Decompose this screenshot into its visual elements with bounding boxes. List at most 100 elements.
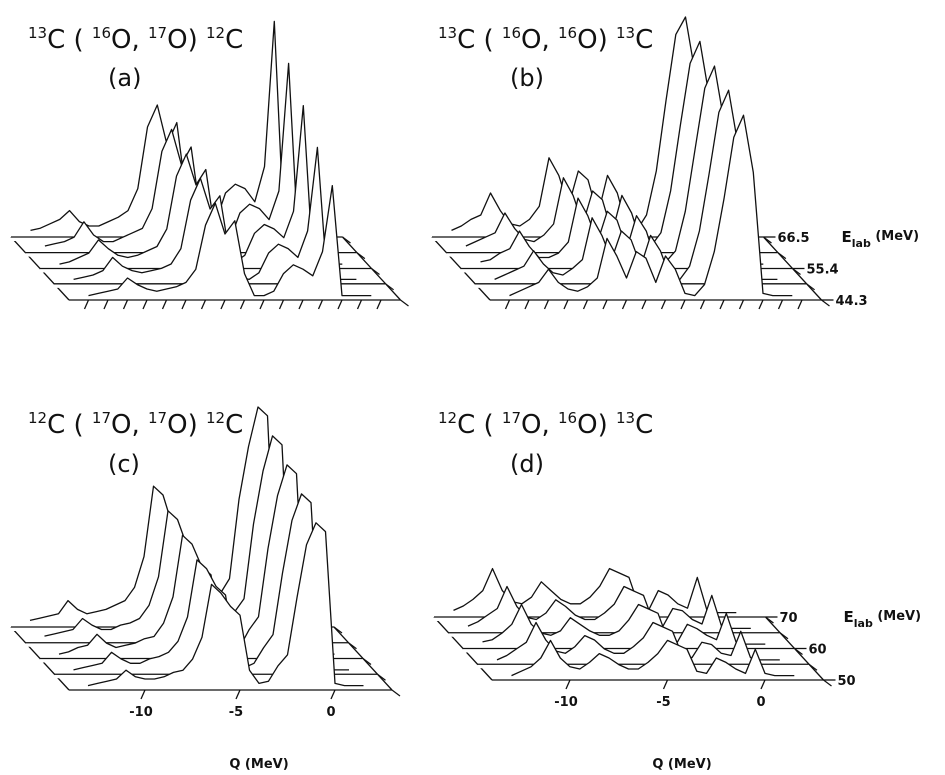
title-superscript: 16 [558, 24, 577, 42]
x-tick-label: -10 [554, 695, 578, 710]
energy-marker [823, 679, 832, 687]
panel-title: 13C ( 16O, 17O) 12C [28, 24, 243, 55]
x-tick [161, 299, 168, 310]
x-tick [760, 679, 766, 690]
energy-marker [377, 673, 386, 681]
title-text: O, [521, 410, 558, 440]
trace-mask [492, 640, 824, 684]
x-tick [582, 299, 589, 310]
energy-tick-label: 70 [780, 611, 798, 626]
energy-marker [371, 268, 380, 275]
energy-tick-label: 66.5 [778, 231, 810, 246]
x-tick [220, 299, 226, 310]
x-tick-label: -5 [656, 695, 670, 710]
x-tick [758, 299, 764, 310]
energy-marker [333, 626, 343, 634]
x-tick [699, 299, 706, 310]
energy-marker [356, 252, 366, 260]
x-tick [621, 299, 628, 310]
trace-mask [25, 63, 357, 257]
x-tick [181, 299, 187, 310]
title-text: C [225, 25, 243, 55]
x-tick [317, 299, 324, 310]
x-tick [83, 299, 90, 310]
energy-marker [342, 236, 351, 244]
title-text: C ( [457, 410, 502, 440]
x-tick-label: 0 [756, 695, 765, 710]
title-superscript: 16 [92, 24, 111, 42]
energy-tick-label: 60 [809, 643, 827, 658]
x-tick [239, 299, 246, 310]
x-tick [259, 299, 265, 310]
energy-marker [400, 299, 409, 307]
energy-subscript: lab [854, 617, 873, 630]
spectrum-trace [73, 493, 349, 671]
x-tick [660, 299, 667, 310]
spectrum-trace [467, 585, 751, 630]
title-superscript: 16 [558, 409, 577, 427]
panel-label: (c) [108, 450, 140, 478]
title-superscript: 12 [438, 409, 457, 427]
energy-marker [362, 658, 372, 665]
spectrum-trace [58, 464, 335, 655]
energy-marker [385, 283, 394, 291]
x-tick [330, 689, 336, 700]
spectrum-trace [59, 105, 343, 265]
panel-label: (b) [510, 64, 544, 92]
title-text: C ( [47, 410, 92, 440]
x-tick [565, 679, 571, 690]
title-text: O) [167, 410, 206, 440]
energy-marker [794, 648, 803, 655]
x-tick [602, 299, 608, 310]
title-text: C [635, 25, 653, 55]
title-superscript: 17 [92, 409, 111, 427]
x-tick [200, 299, 207, 310]
x-tick [142, 299, 148, 310]
title-superscript: 12 [206, 24, 225, 42]
title-superscript: 12 [28, 409, 47, 427]
x-tick [298, 299, 304, 310]
title-text: O, [521, 25, 558, 55]
energy-axis-title: Elab (MeV) [844, 608, 922, 630]
title-text: O, [111, 410, 148, 440]
title-superscript: 13 [28, 24, 47, 42]
energy-tick-label: 50 [838, 674, 856, 689]
panel-label: (a) [108, 64, 141, 92]
panel-title: 12C ( 17O, 17O) 12C [28, 409, 243, 440]
x-tick-label: 0 [326, 705, 335, 720]
energy-marker [808, 663, 818, 671]
energy-unit: (MeV) [873, 609, 921, 624]
panel-title: 12C ( 17O, 16O) 13C [438, 409, 653, 440]
x-tick [563, 299, 569, 310]
trace-mask [69, 522, 392, 694]
trace-mask [490, 115, 822, 304]
x-tick [337, 299, 343, 310]
energy-axis-title: Elab (MeV) [842, 228, 920, 250]
title-text: C [635, 410, 653, 440]
energy-marker [779, 632, 789, 640]
energy-tick-label: 44.3 [836, 294, 868, 309]
title-text: O) [577, 410, 616, 440]
x-tick [662, 679, 669, 690]
x-tick [524, 299, 530, 310]
energy-marker [765, 616, 774, 624]
spectrum-trace [87, 522, 364, 687]
title-text: C ( [47, 25, 92, 55]
panel: 12C ( 17O, 17O) 12C(c)-10 -5 0Q (MeV) [10, 406, 401, 772]
title-superscript: 16 [502, 24, 521, 42]
title-superscript: 13 [616, 409, 635, 427]
trace-mask [69, 185, 401, 304]
title-text: C ( [457, 25, 502, 55]
x-tick [777, 299, 784, 310]
energy-marker [821, 299, 830, 307]
title-superscript: 13 [616, 24, 635, 42]
title-superscript: 12 [206, 409, 225, 427]
title-superscript: 17 [502, 409, 521, 427]
energy-marker [792, 268, 801, 275]
title-superscript: 13 [438, 24, 457, 42]
panel-label: (d) [510, 450, 544, 478]
x-tick [543, 299, 550, 310]
spectrum-trace [88, 184, 372, 297]
x-tick [376, 299, 382, 310]
